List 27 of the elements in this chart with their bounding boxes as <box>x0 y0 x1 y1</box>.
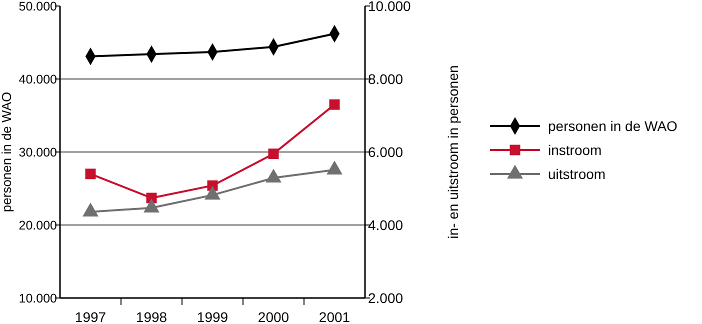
y2-tick-label: 2.000 <box>368 290 404 306</box>
y-tick-label: 30.000 <box>18 145 58 160</box>
y2-axis-title: in- en uitstroom in personen <box>445 65 461 239</box>
y-tick-label: 20.000 <box>18 218 58 232</box>
y2-tick-label: 4.000 <box>368 216 404 233</box>
legend-label: personen in de WAO <box>548 118 678 134</box>
x-tick-label: 2001 <box>318 309 350 324</box>
x-tick-label: 1999 <box>196 309 228 324</box>
x-tick-label: 2000 <box>258 309 290 324</box>
legend-label: uitstroom <box>548 166 606 182</box>
y-axis-title: personen in de WAO <box>0 92 14 212</box>
x-tick-label: 1998 <box>136 309 168 324</box>
point <box>82 202 98 216</box>
y2-tick-label: 10.000 <box>368 0 412 14</box>
point <box>268 148 279 160</box>
point <box>266 168 282 183</box>
y2-tick-label: 8.000 <box>368 70 404 87</box>
y2-tick-label: 6.000 <box>368 144 404 160</box>
y-tick-label: 50.000 <box>18 0 58 14</box>
point <box>326 160 342 174</box>
point <box>144 198 160 212</box>
y-tick-label: 40.000 <box>18 72 58 86</box>
x-tick-label: 1997 <box>74 309 106 324</box>
legend-label: instroom <box>548 142 602 158</box>
y-tick-label: 10.000 <box>18 291 58 306</box>
point <box>329 99 340 110</box>
point <box>204 186 220 200</box>
